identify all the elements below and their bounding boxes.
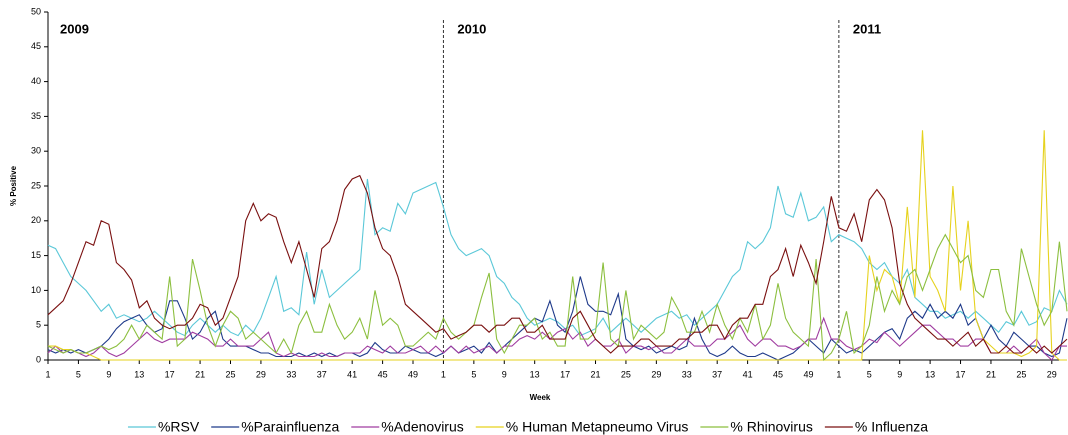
x-tick-label: 5	[76, 369, 81, 379]
x-tick-label: 13	[925, 369, 935, 379]
y-tick-label: 0	[36, 354, 41, 364]
series-line	[47, 233, 1068, 362]
x-tick-label: 17	[165, 369, 175, 379]
x-tick-label: 25	[225, 369, 235, 379]
x-tick-label: 13	[134, 369, 144, 379]
y-tick-label: 15	[31, 250, 41, 260]
series-line	[47, 178, 1068, 337]
x-tick-label: 41	[347, 369, 357, 379]
series-line	[47, 276, 1068, 361]
series-line	[48, 130, 1067, 361]
x-tick-label: 17	[956, 369, 966, 379]
x-tick-label: 33	[682, 369, 692, 379]
legend-label: %RSV	[158, 419, 200, 435]
x-axis-label: Week	[530, 393, 551, 402]
x-tick-label: 37	[712, 369, 722, 379]
y-tick-label: 5	[36, 320, 41, 330]
y-tick-label: 50	[31, 6, 41, 16]
y-tick-label: 40	[31, 76, 41, 86]
legend: %RSV %Parainfluenza %Adenovirus % Human Met…	[127, 419, 928, 435]
legend-label: %Adenovirus	[381, 419, 464, 435]
x-tick-label: 45	[773, 369, 783, 379]
x-tick-label: 29	[1047, 369, 1057, 379]
legend-label: %Parainfluenza	[241, 419, 339, 435]
legend-label: % Influenza	[855, 419, 928, 435]
x-tick-label: 17	[560, 369, 570, 379]
x-tick-label: 37	[317, 369, 327, 379]
legend-label: % Human Metapneumo Virus	[506, 419, 689, 435]
x-tick-label: 29	[651, 369, 661, 379]
x-tick-label: 21	[986, 369, 996, 379]
x-tick-label: 1	[441, 369, 446, 379]
x-tick-label: 45	[378, 369, 388, 379]
series-line	[47, 174, 1068, 354]
x-tick-label: 1	[45, 369, 50, 379]
x-tick-label: 5	[867, 369, 872, 379]
year-label: 2009	[60, 21, 89, 36]
x-tick-label: 29	[256, 369, 266, 379]
legend-label: % Rhinovirus	[730, 419, 812, 435]
x-tick-label: 9	[106, 369, 111, 379]
year-label: 2010	[457, 21, 486, 36]
y-axis-label: % Positive	[9, 165, 18, 206]
x-tick-label: 21	[591, 369, 601, 379]
x-tick-label: 33	[286, 369, 296, 379]
y-tick-label: 45	[31, 41, 41, 51]
y-tick-label: 35	[31, 111, 41, 121]
x-tick-label: 25	[1016, 369, 1026, 379]
y-tick-label: 10	[31, 285, 41, 295]
x-tick-label: 41	[743, 369, 753, 379]
x-tick-label: 21	[195, 369, 205, 379]
x-tick-label: 9	[897, 369, 902, 379]
x-tick-label: 25	[621, 369, 631, 379]
x-tick-label: 49	[803, 369, 813, 379]
series-line	[47, 316, 1067, 361]
y-tick-label: 20	[31, 215, 41, 225]
y-tick-label: 25	[31, 180, 41, 190]
y-tick-label: 30	[31, 146, 41, 156]
x-tick-label: 49	[408, 369, 418, 379]
year-label: 2011	[853, 21, 881, 36]
x-tick-label: 9	[502, 369, 507, 379]
x-tick-label: 5	[471, 369, 476, 379]
x-tick-label: 13	[530, 369, 540, 379]
x-tick-label: 1	[836, 369, 841, 379]
